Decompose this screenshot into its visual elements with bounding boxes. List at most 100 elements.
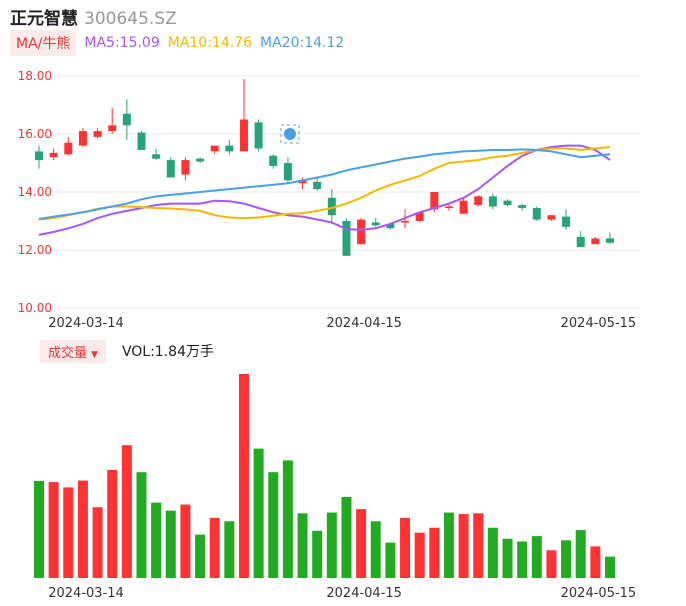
volume-bar bbox=[429, 527, 440, 578]
volume-selector-label: 成交量 bbox=[48, 345, 88, 361]
y-tick-label: 12.00 bbox=[18, 243, 52, 257]
volume-bar bbox=[92, 507, 103, 578]
candle-body bbox=[108, 125, 117, 132]
candle-body bbox=[532, 207, 541, 220]
candle-body bbox=[430, 192, 439, 210]
caret-down-icon: ▼ bbox=[91, 349, 98, 360]
volume-bar bbox=[107, 469, 118, 578]
candle-body bbox=[518, 205, 527, 208]
candle-body bbox=[35, 151, 43, 161]
volume-bar bbox=[590, 546, 601, 578]
candle-body bbox=[225, 145, 234, 152]
candle-body bbox=[239, 119, 248, 152]
candle-body bbox=[166, 160, 175, 178]
volume-bar bbox=[487, 527, 498, 578]
volume-bar bbox=[165, 510, 176, 578]
candle-body bbox=[562, 216, 571, 227]
candle-body bbox=[313, 181, 322, 190]
candle-body bbox=[547, 215, 556, 220]
candle-body bbox=[152, 154, 161, 159]
volume-bar bbox=[282, 460, 293, 578]
volume-bar bbox=[414, 532, 425, 578]
candle-body bbox=[122, 113, 131, 126]
volume-bar bbox=[63, 487, 74, 578]
candle-body bbox=[444, 206, 453, 208]
x-tick-label: 2024-03-14 bbox=[48, 316, 124, 330]
stock-name: 正元智慧 bbox=[10, 9, 78, 29]
candle-body bbox=[78, 131, 87, 146]
volume-bar bbox=[238, 374, 249, 578]
y-tick-label: 14.00 bbox=[18, 185, 52, 199]
candle-body bbox=[357, 219, 366, 245]
candle-body bbox=[254, 122, 263, 149]
volume-bar bbox=[121, 445, 132, 578]
volume-bar bbox=[48, 482, 59, 578]
volume-bar bbox=[561, 540, 572, 578]
volume-bar bbox=[312, 530, 323, 578]
title-row: 正元智慧 300645.SZ bbox=[10, 4, 177, 29]
candle-body bbox=[503, 200, 512, 206]
volume-bar bbox=[458, 514, 469, 578]
volume-bar bbox=[224, 521, 235, 578]
candle-body bbox=[576, 236, 585, 248]
y-tick-label: 18.00 bbox=[18, 69, 52, 83]
ma-legend: MA/牛熊 MA5:15.09 MA10:14.76 MA20:14.12 bbox=[10, 30, 344, 56]
volume-bar bbox=[136, 472, 147, 578]
volume-bar bbox=[605, 556, 615, 578]
volume-bar bbox=[77, 480, 88, 578]
candle-body bbox=[606, 238, 614, 243]
candle-body bbox=[488, 196, 497, 207]
volume-bar bbox=[400, 517, 411, 578]
y-tick-label: 16.00 bbox=[18, 127, 52, 141]
candle-body bbox=[401, 221, 410, 223]
volume-bar bbox=[575, 530, 586, 578]
candle-body bbox=[591, 238, 600, 245]
candle-body bbox=[371, 222, 380, 226]
volume-bar bbox=[253, 448, 264, 578]
volume-bar bbox=[502, 538, 513, 578]
volume-bar bbox=[517, 541, 528, 578]
candle-body bbox=[415, 212, 424, 221]
event-marker-icon bbox=[280, 124, 300, 144]
candle-body bbox=[196, 158, 205, 162]
candle-body bbox=[181, 160, 190, 175]
x-tick-label: 2024-03-14 bbox=[48, 586, 124, 601]
volume-bar bbox=[546, 550, 557, 578]
ma5-value: MA5:15.09 bbox=[84, 35, 160, 51]
volume-bar bbox=[341, 496, 352, 578]
stock-code: 300645.SZ bbox=[84, 9, 177, 29]
volume-bar bbox=[209, 517, 220, 578]
candle-body bbox=[298, 180, 307, 184]
volume-bar bbox=[385, 542, 396, 578]
x-tick-label: 2024-04-15 bbox=[326, 586, 402, 601]
volume-selector-button[interactable]: 成交量 ▼ bbox=[40, 339, 106, 363]
candle-body bbox=[342, 221, 351, 256]
candle-body bbox=[474, 196, 483, 206]
ma10-value: MA10:14.76 bbox=[167, 35, 253, 51]
candle-body bbox=[210, 145, 219, 152]
candle-body bbox=[283, 163, 292, 181]
candle-body bbox=[269, 155, 278, 166]
candle-body bbox=[327, 197, 336, 216]
x-tick-label: 2024-05-15 bbox=[561, 316, 637, 330]
volume-value: VOL:1.84万手 bbox=[121, 344, 214, 360]
candle-body bbox=[459, 200, 468, 214]
volume-bar bbox=[370, 521, 381, 578]
ma5-line bbox=[38, 144, 611, 236]
ma10-line bbox=[38, 146, 611, 221]
x-tick-label: 2024-04-15 bbox=[326, 316, 402, 330]
candle-body bbox=[137, 132, 146, 150]
volume-bar bbox=[195, 534, 206, 578]
ma20-value: MA20:14.12 bbox=[260, 35, 345, 51]
volume-bar bbox=[443, 512, 454, 578]
ma-selector-button[interactable]: MA/牛熊 bbox=[10, 30, 77, 56]
x-tick-label: 2024-05-15 bbox=[561, 586, 637, 601]
volume-bar bbox=[473, 513, 484, 578]
volume-bar bbox=[151, 502, 162, 578]
volume-bar bbox=[180, 504, 191, 578]
y-tick-label: 10.00 bbox=[18, 301, 52, 315]
ma20-line bbox=[38, 148, 611, 220]
volume-bar bbox=[297, 513, 308, 578]
volume-bar bbox=[356, 509, 367, 578]
